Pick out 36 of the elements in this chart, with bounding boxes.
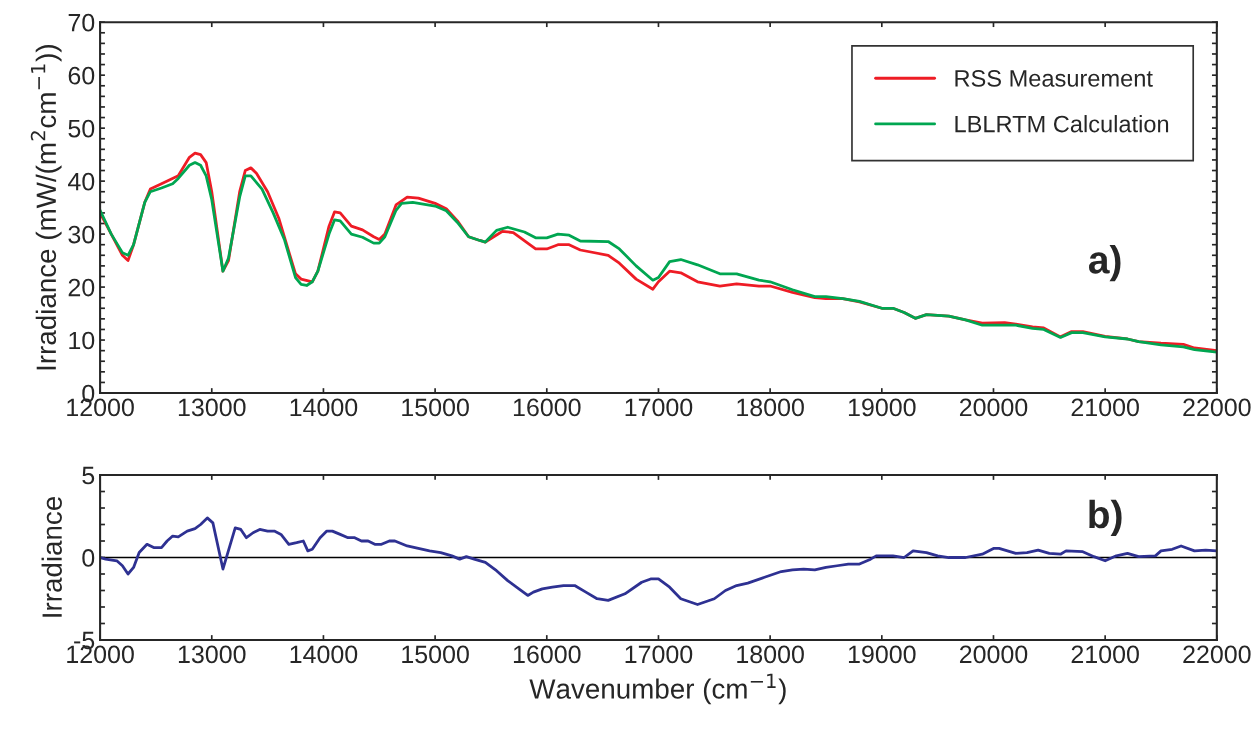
y-tick-label: 60 <box>68 66 95 85</box>
y-tick-label: 10 <box>69 331 95 350</box>
x-tick-label: 18000 <box>737 645 804 664</box>
y-tick-label: 70 <box>68 13 95 32</box>
x-tick-label: 21000 <box>1071 645 1139 664</box>
x-tick-label: 13000 <box>178 398 246 417</box>
x-tick-label: 17000 <box>625 398 693 417</box>
x-tick-label: 22000 <box>1183 398 1251 417</box>
x-tick-label: 16000 <box>513 645 581 664</box>
x-tick-label: 20000 <box>959 398 1028 417</box>
y-axis-title: Irradiance <box>41 496 62 617</box>
legend-label: LBLRTM Calculation <box>955 115 1169 133</box>
y-tick-label: 0 <box>82 549 95 567</box>
y-tick-label: 50 <box>68 119 95 138</box>
y-axis-title: Irradiance (mW/(m$^{2}$cm$^{−1}$)) <box>30 45 62 370</box>
x-tick-label: 18000 <box>737 398 804 417</box>
annotation: a) <box>1089 245 1121 282</box>
x-tick-label: 17000 <box>625 645 693 664</box>
x-tick-label: 20000 <box>959 645 1028 664</box>
annotation: b) <box>1089 499 1122 537</box>
x-tick-label: 21000 <box>1071 398 1139 417</box>
y-tick-label: 5 <box>82 466 95 485</box>
y-tick-label: 30 <box>68 225 95 244</box>
x-tick-label: 16000 <box>513 398 581 417</box>
x-tick-label: 13000 <box>178 645 246 664</box>
y-tick-label: 40 <box>68 172 95 191</box>
x-tick-label: 15000 <box>402 398 469 417</box>
x-axis-title: Wavenumber (cm$^{−1}$) <box>529 673 786 705</box>
x-tick-label: 19000 <box>848 398 916 417</box>
x-tick-label: 14000 <box>290 398 358 417</box>
x-tick-label: 15000 <box>402 645 469 664</box>
x-tick-label: 22000 <box>1183 645 1251 664</box>
x-tick-label: 19000 <box>848 645 916 664</box>
x-tick-label: 14000 <box>290 645 358 664</box>
y-tick-label: 20 <box>68 278 95 297</box>
legend-label: RSS Measurement <box>955 70 1153 87</box>
